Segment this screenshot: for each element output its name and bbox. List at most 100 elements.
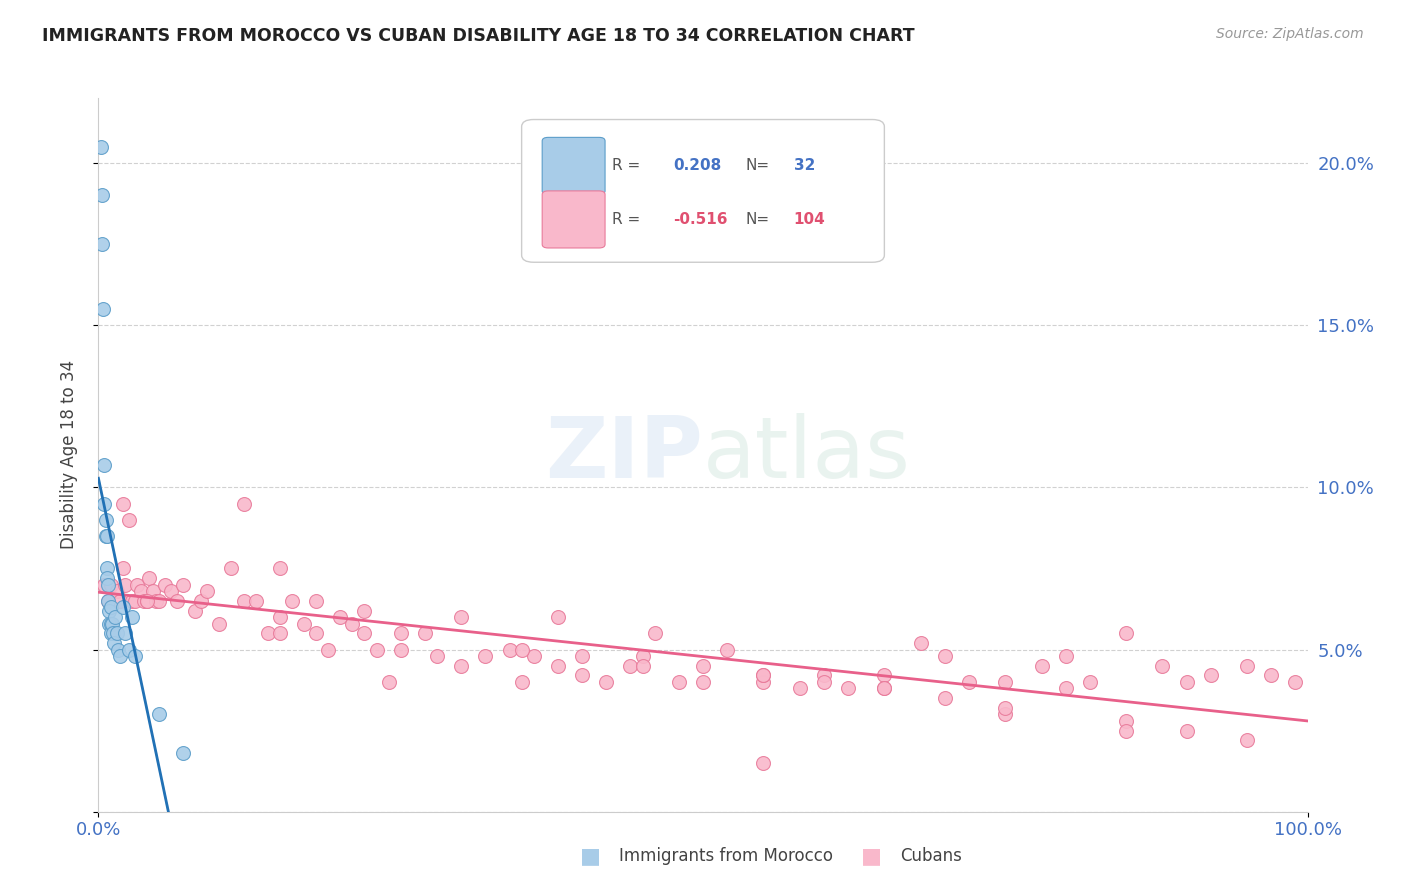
Point	[1054, 648, 1077, 663]
Point	[752, 668, 775, 682]
Point	[316, 642, 339, 657]
Point	[269, 610, 291, 624]
Point	[631, 658, 654, 673]
Point	[121, 594, 143, 608]
Point	[94, 529, 117, 543]
Point	[148, 594, 170, 608]
Point	[100, 616, 122, 631]
Point	[716, 642, 738, 657]
Point	[97, 594, 120, 608]
Text: ■: ■	[581, 847, 600, 866]
Point	[166, 594, 188, 608]
Point	[934, 648, 956, 663]
Point	[1115, 723, 1137, 738]
Point	[668, 675, 690, 690]
Point	[510, 642, 533, 657]
Point	[389, 626, 412, 640]
Point	[91, 237, 114, 252]
Point	[1284, 675, 1306, 690]
Point	[91, 188, 114, 202]
Point	[96, 561, 118, 575]
Text: R =: R =	[613, 159, 641, 173]
Point	[305, 626, 328, 640]
Point	[127, 577, 149, 591]
Point	[450, 610, 472, 624]
Point	[1115, 626, 1137, 640]
Point	[281, 594, 304, 608]
Point	[153, 577, 176, 591]
Point	[103, 636, 125, 650]
Point	[105, 626, 128, 640]
Text: N=: N=	[745, 212, 769, 227]
Point	[100, 577, 122, 591]
Point	[1054, 681, 1077, 696]
Point	[619, 658, 641, 673]
Point	[256, 626, 278, 640]
Point	[752, 668, 775, 682]
Point	[1199, 668, 1222, 682]
Point	[97, 594, 120, 608]
Point	[789, 681, 811, 696]
Point	[837, 681, 859, 696]
Point	[208, 616, 231, 631]
Point	[105, 584, 128, 599]
Point	[450, 658, 472, 673]
Point	[644, 626, 666, 640]
Point	[1175, 675, 1198, 690]
Point	[93, 458, 115, 472]
Text: 104: 104	[793, 212, 825, 227]
Point	[129, 584, 152, 599]
Point	[195, 584, 218, 599]
Point	[342, 616, 364, 631]
Point	[934, 691, 956, 706]
Point	[101, 626, 124, 640]
Point	[547, 610, 569, 624]
Point	[97, 577, 120, 591]
FancyBboxPatch shape	[543, 191, 605, 248]
Point	[107, 642, 129, 657]
FancyBboxPatch shape	[522, 120, 884, 262]
Point	[329, 610, 352, 624]
Point	[190, 594, 212, 608]
Point	[269, 561, 291, 575]
Point	[100, 616, 122, 631]
Point	[523, 648, 546, 663]
Point	[121, 610, 143, 624]
Point	[692, 675, 714, 690]
Point	[111, 561, 134, 575]
Text: IMMIGRANTS FROM MOROCCO VS CUBAN DISABILITY AGE 18 TO 34 CORRELATION CHART: IMMIGRANTS FROM MOROCCO VS CUBAN DISABIL…	[42, 27, 915, 45]
Point	[184, 604, 207, 618]
Text: ZIP: ZIP	[546, 413, 703, 497]
Point	[142, 584, 165, 599]
Point	[595, 675, 617, 690]
Point	[111, 600, 134, 615]
Point	[1175, 723, 1198, 738]
Point	[221, 561, 243, 575]
Point	[1031, 658, 1053, 673]
Point	[571, 668, 593, 682]
Point	[1236, 733, 1258, 747]
Point	[413, 626, 436, 640]
Point	[94, 513, 117, 527]
Point	[1260, 668, 1282, 682]
FancyBboxPatch shape	[543, 137, 605, 194]
Text: -0.516: -0.516	[673, 212, 727, 227]
Text: 0.208: 0.208	[673, 159, 721, 173]
Point	[100, 600, 122, 615]
Point	[292, 616, 315, 631]
Point	[90, 140, 112, 154]
Point	[124, 648, 146, 663]
Point	[1078, 675, 1101, 690]
Text: atlas: atlas	[703, 413, 911, 497]
Point	[1236, 658, 1258, 673]
Point	[873, 681, 896, 696]
Point	[752, 756, 775, 770]
Y-axis label: Disability Age 18 to 34: Disability Age 18 to 34	[59, 360, 77, 549]
Point	[135, 594, 157, 608]
Point	[994, 707, 1017, 722]
Point	[353, 604, 375, 618]
Point	[873, 668, 896, 682]
Point	[232, 594, 254, 608]
Text: Source: ZipAtlas.com: Source: ZipAtlas.com	[1216, 27, 1364, 41]
Point	[692, 658, 714, 673]
